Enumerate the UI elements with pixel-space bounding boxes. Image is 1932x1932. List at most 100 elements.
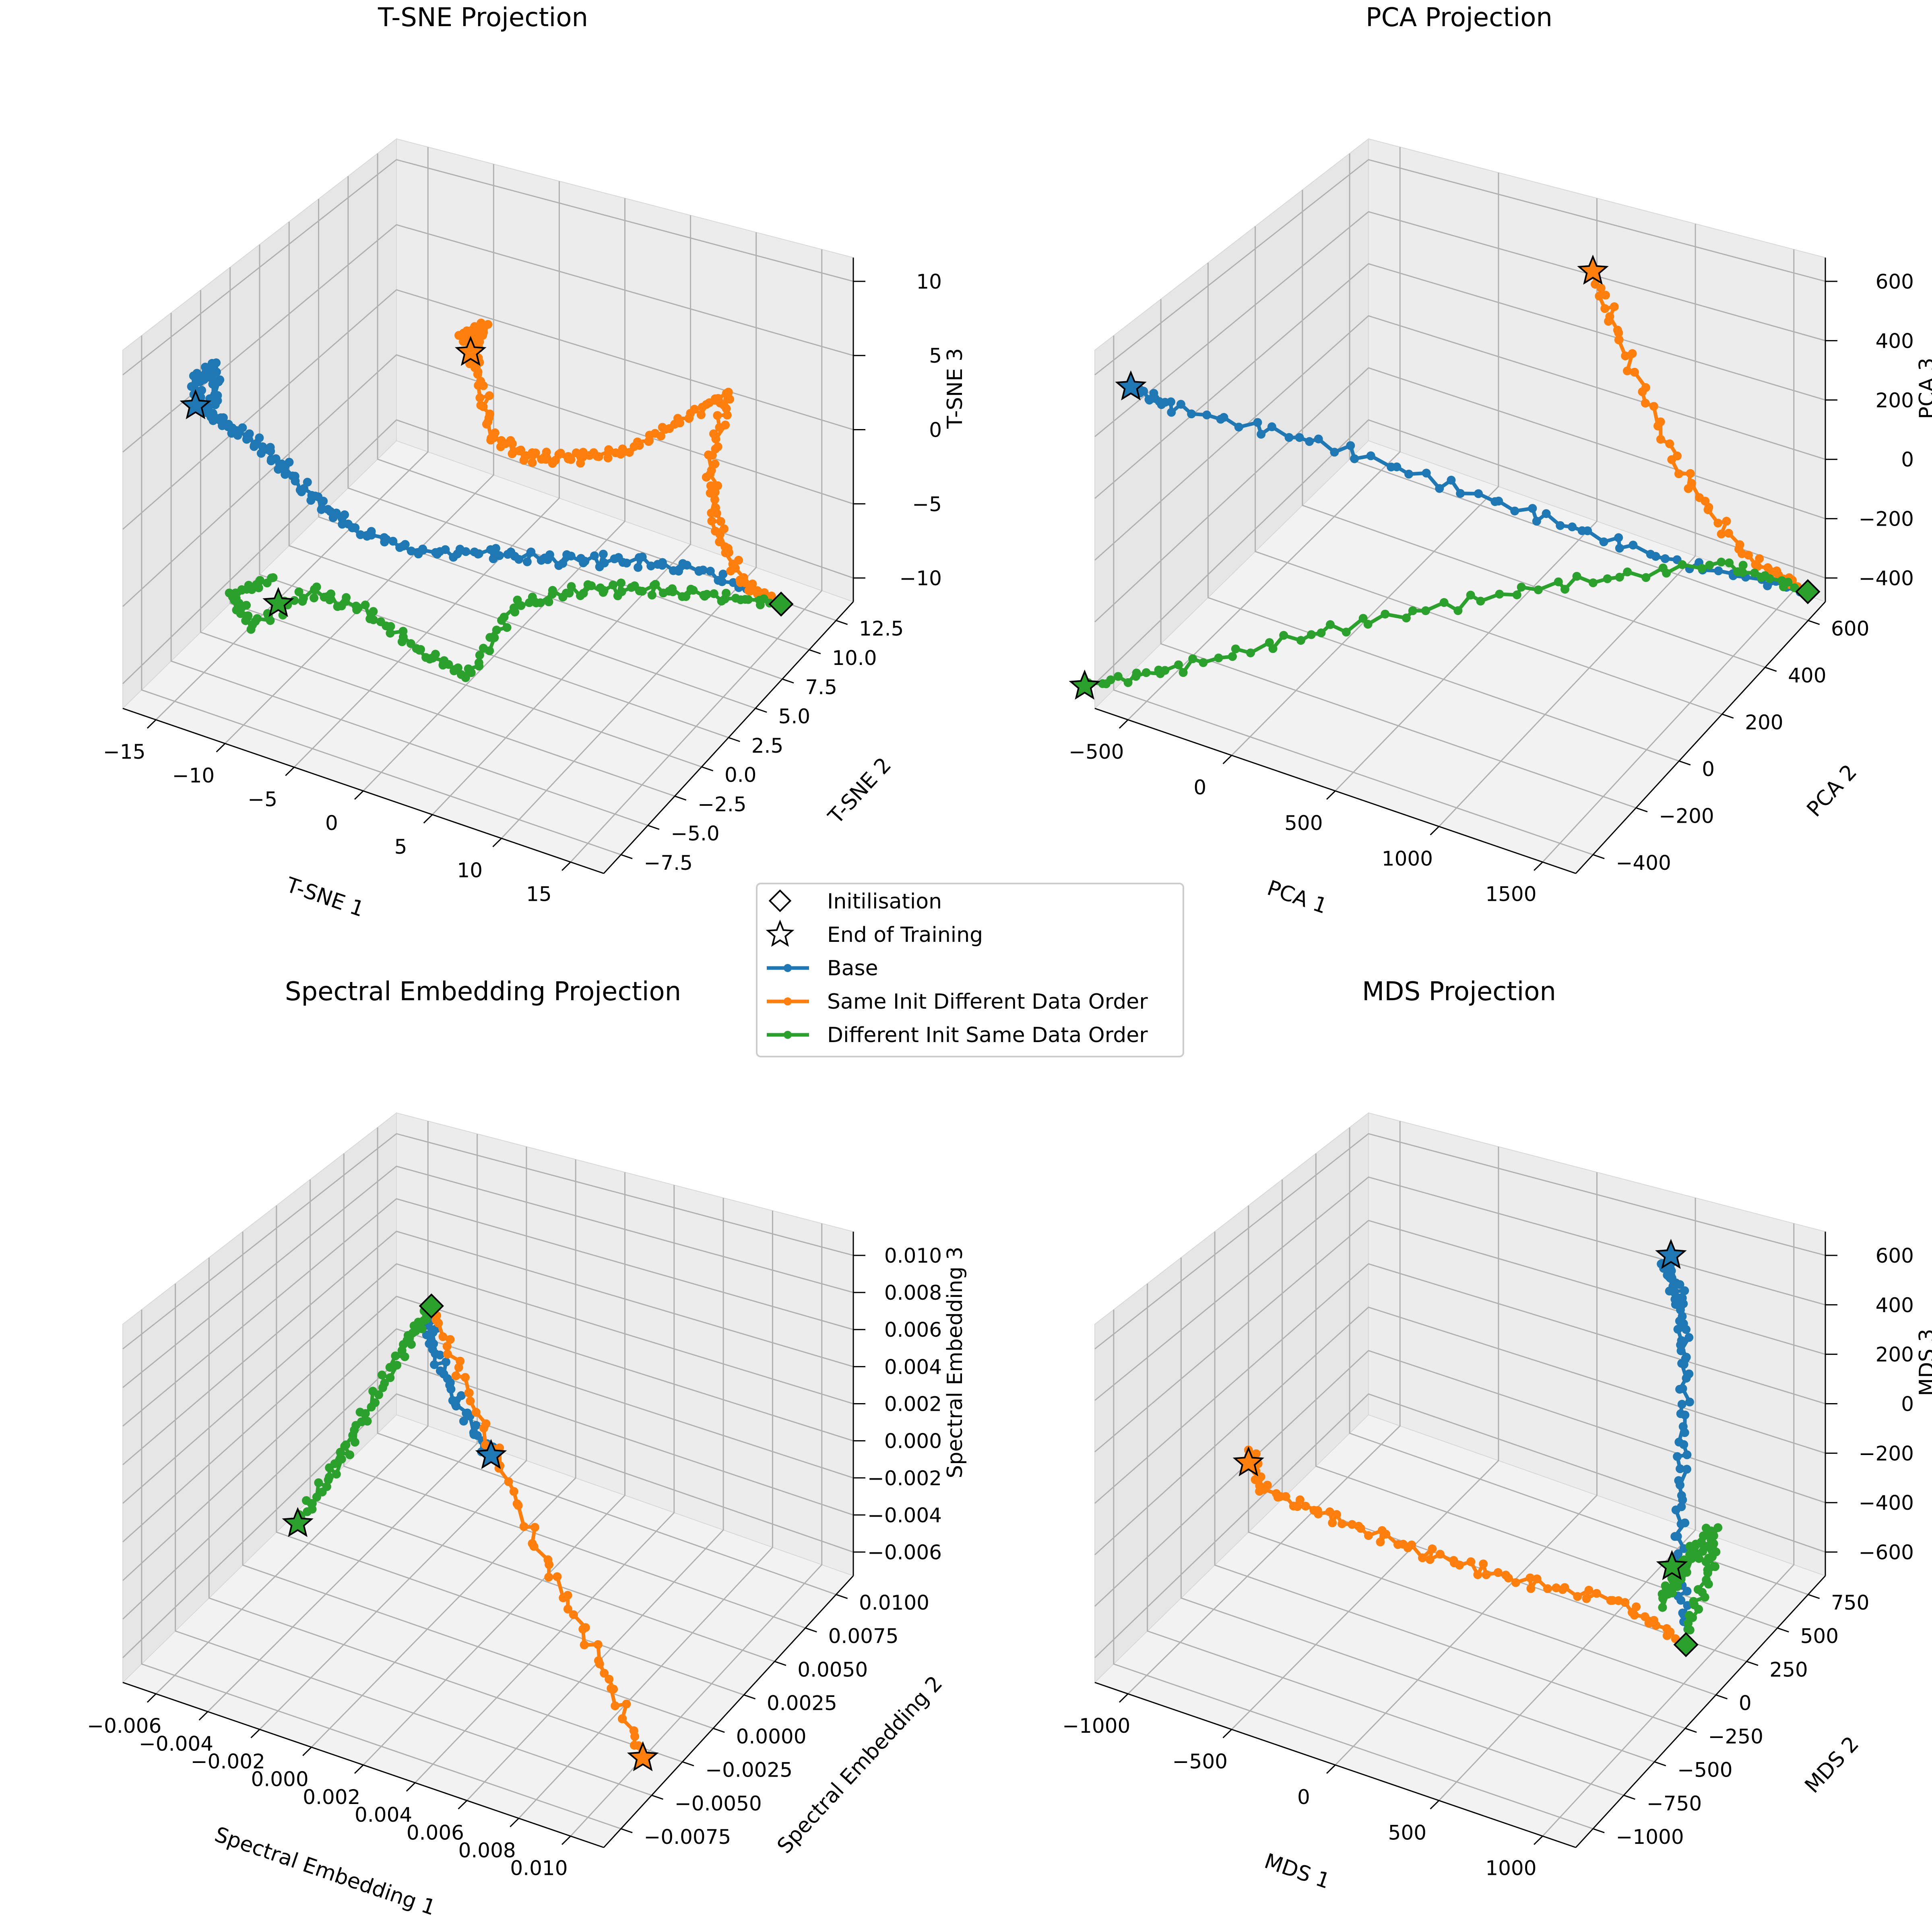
series-point [392, 1360, 402, 1370]
series-point [1387, 462, 1396, 472]
y-tick-label: 5.0 [778, 705, 811, 728]
series-point [490, 633, 499, 642]
x-tick-label: 5 [394, 835, 407, 859]
series-point [400, 1352, 409, 1361]
y-tick-mark [1808, 620, 1820, 625]
series-point [311, 491, 320, 501]
series-point [718, 570, 728, 579]
series-point [1649, 1616, 1659, 1625]
y-tick-label: 750 [1831, 1591, 1869, 1614]
series-point [739, 573, 748, 582]
y-gridline [276, 1205, 744, 1696]
x-gridline [1542, 1223, 1795, 1837]
z-gridline [122, 1296, 854, 1543]
series-point [196, 372, 206, 382]
series-point [1713, 518, 1723, 528]
series-point [678, 559, 687, 568]
y-tick-label: −250 [1708, 1725, 1763, 1748]
series-point [255, 576, 264, 586]
z-gridline [122, 1328, 854, 1581]
series-point [603, 453, 613, 462]
series-point [1493, 1568, 1503, 1577]
series-point [324, 1475, 333, 1484]
series-point [548, 459, 557, 468]
series-point [246, 625, 256, 634]
series-point [684, 414, 694, 423]
series-point [1724, 528, 1733, 538]
series-point [1777, 576, 1786, 585]
series-point [1697, 564, 1707, 573]
x-gridline [466, 1198, 724, 1801]
series-point [707, 466, 716, 475]
series-point [336, 1448, 345, 1457]
y-tick-mark [1679, 760, 1691, 766]
y-axis-label: PCA 2 [1802, 760, 1862, 822]
series-point [317, 505, 326, 514]
z-tick-label: 0.000 [884, 1430, 942, 1453]
z-tick-label: 0 [1901, 448, 1914, 471]
series-point [1123, 678, 1133, 687]
series-point [1680, 1428, 1689, 1437]
series-point [369, 607, 378, 616]
series-point [1479, 1559, 1488, 1569]
series-point [607, 1684, 616, 1693]
series-point [1511, 1578, 1520, 1587]
y-axis-line [603, 1575, 854, 1848]
legend-star-marker [766, 919, 795, 947]
series-point [576, 458, 585, 468]
series-point [318, 1487, 327, 1496]
end-marker [1115, 370, 1147, 400]
y-gridline [175, 1284, 652, 1796]
series-point [728, 559, 737, 569]
series-point [285, 458, 294, 467]
x-tick-mark [423, 814, 433, 824]
series-point [1615, 543, 1624, 553]
series-point [563, 1604, 572, 1614]
y-tick-label: 2.5 [751, 734, 784, 758]
series-point [1623, 567, 1632, 576]
series-point [232, 605, 241, 615]
x-tick-label: 0.000 [251, 1768, 309, 1791]
x-axis-label: T-SNE 1 [283, 873, 367, 922]
x-tick-mark [147, 1693, 157, 1703]
series-point [479, 402, 488, 411]
y-tick-mark [1593, 854, 1605, 859]
x-tick-label: −0.004 [139, 1732, 213, 1755]
series-point [408, 1328, 417, 1338]
series-point [197, 386, 206, 395]
x-tick-label: −10 [172, 764, 215, 787]
end-marker [262, 587, 294, 617]
x-tick-label: −0.006 [87, 1714, 161, 1738]
series-point [1676, 1464, 1685, 1474]
y-tick-mark [701, 766, 714, 772]
series-point [398, 627, 408, 636]
series-point [238, 423, 247, 432]
z-gridline [1094, 315, 1826, 561]
series-point [1658, 564, 1668, 573]
series-point [1680, 1286, 1689, 1295]
series-point [1577, 526, 1587, 535]
series-point [611, 1701, 620, 1711]
series-point [1296, 636, 1305, 645]
series-point [1366, 451, 1375, 460]
x-gridline [570, 1223, 823, 1837]
series-point [716, 517, 725, 526]
series-point [367, 527, 376, 536]
x-tick-label: 1000 [1485, 1857, 1536, 1880]
series-point [1675, 1385, 1684, 1394]
x-gridline [432, 215, 691, 815]
series-point [1717, 557, 1726, 567]
series-point [1425, 1555, 1435, 1564]
x-tick-mark [561, 1835, 571, 1845]
y-gridline [1248, 1205, 1716, 1696]
series-point [1528, 504, 1537, 513]
series-point [1686, 469, 1695, 478]
series-point [1699, 1531, 1708, 1540]
series-point [1599, 537, 1608, 547]
series-point [1482, 1570, 1491, 1579]
series-point [526, 548, 535, 557]
series-point [1474, 489, 1483, 498]
series-point [1364, 1531, 1373, 1540]
z-gridline [1094, 1307, 1826, 1555]
series-point [525, 598, 534, 607]
